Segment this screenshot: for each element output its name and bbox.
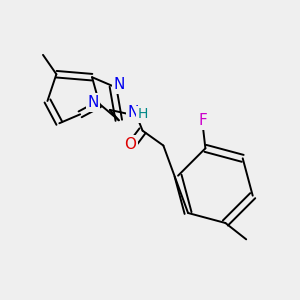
Text: H: H bbox=[138, 107, 148, 121]
Text: O: O bbox=[124, 136, 136, 152]
Text: N: N bbox=[128, 105, 139, 120]
Text: N: N bbox=[114, 77, 125, 92]
Text: N: N bbox=[87, 95, 99, 110]
Text: F: F bbox=[199, 113, 207, 128]
